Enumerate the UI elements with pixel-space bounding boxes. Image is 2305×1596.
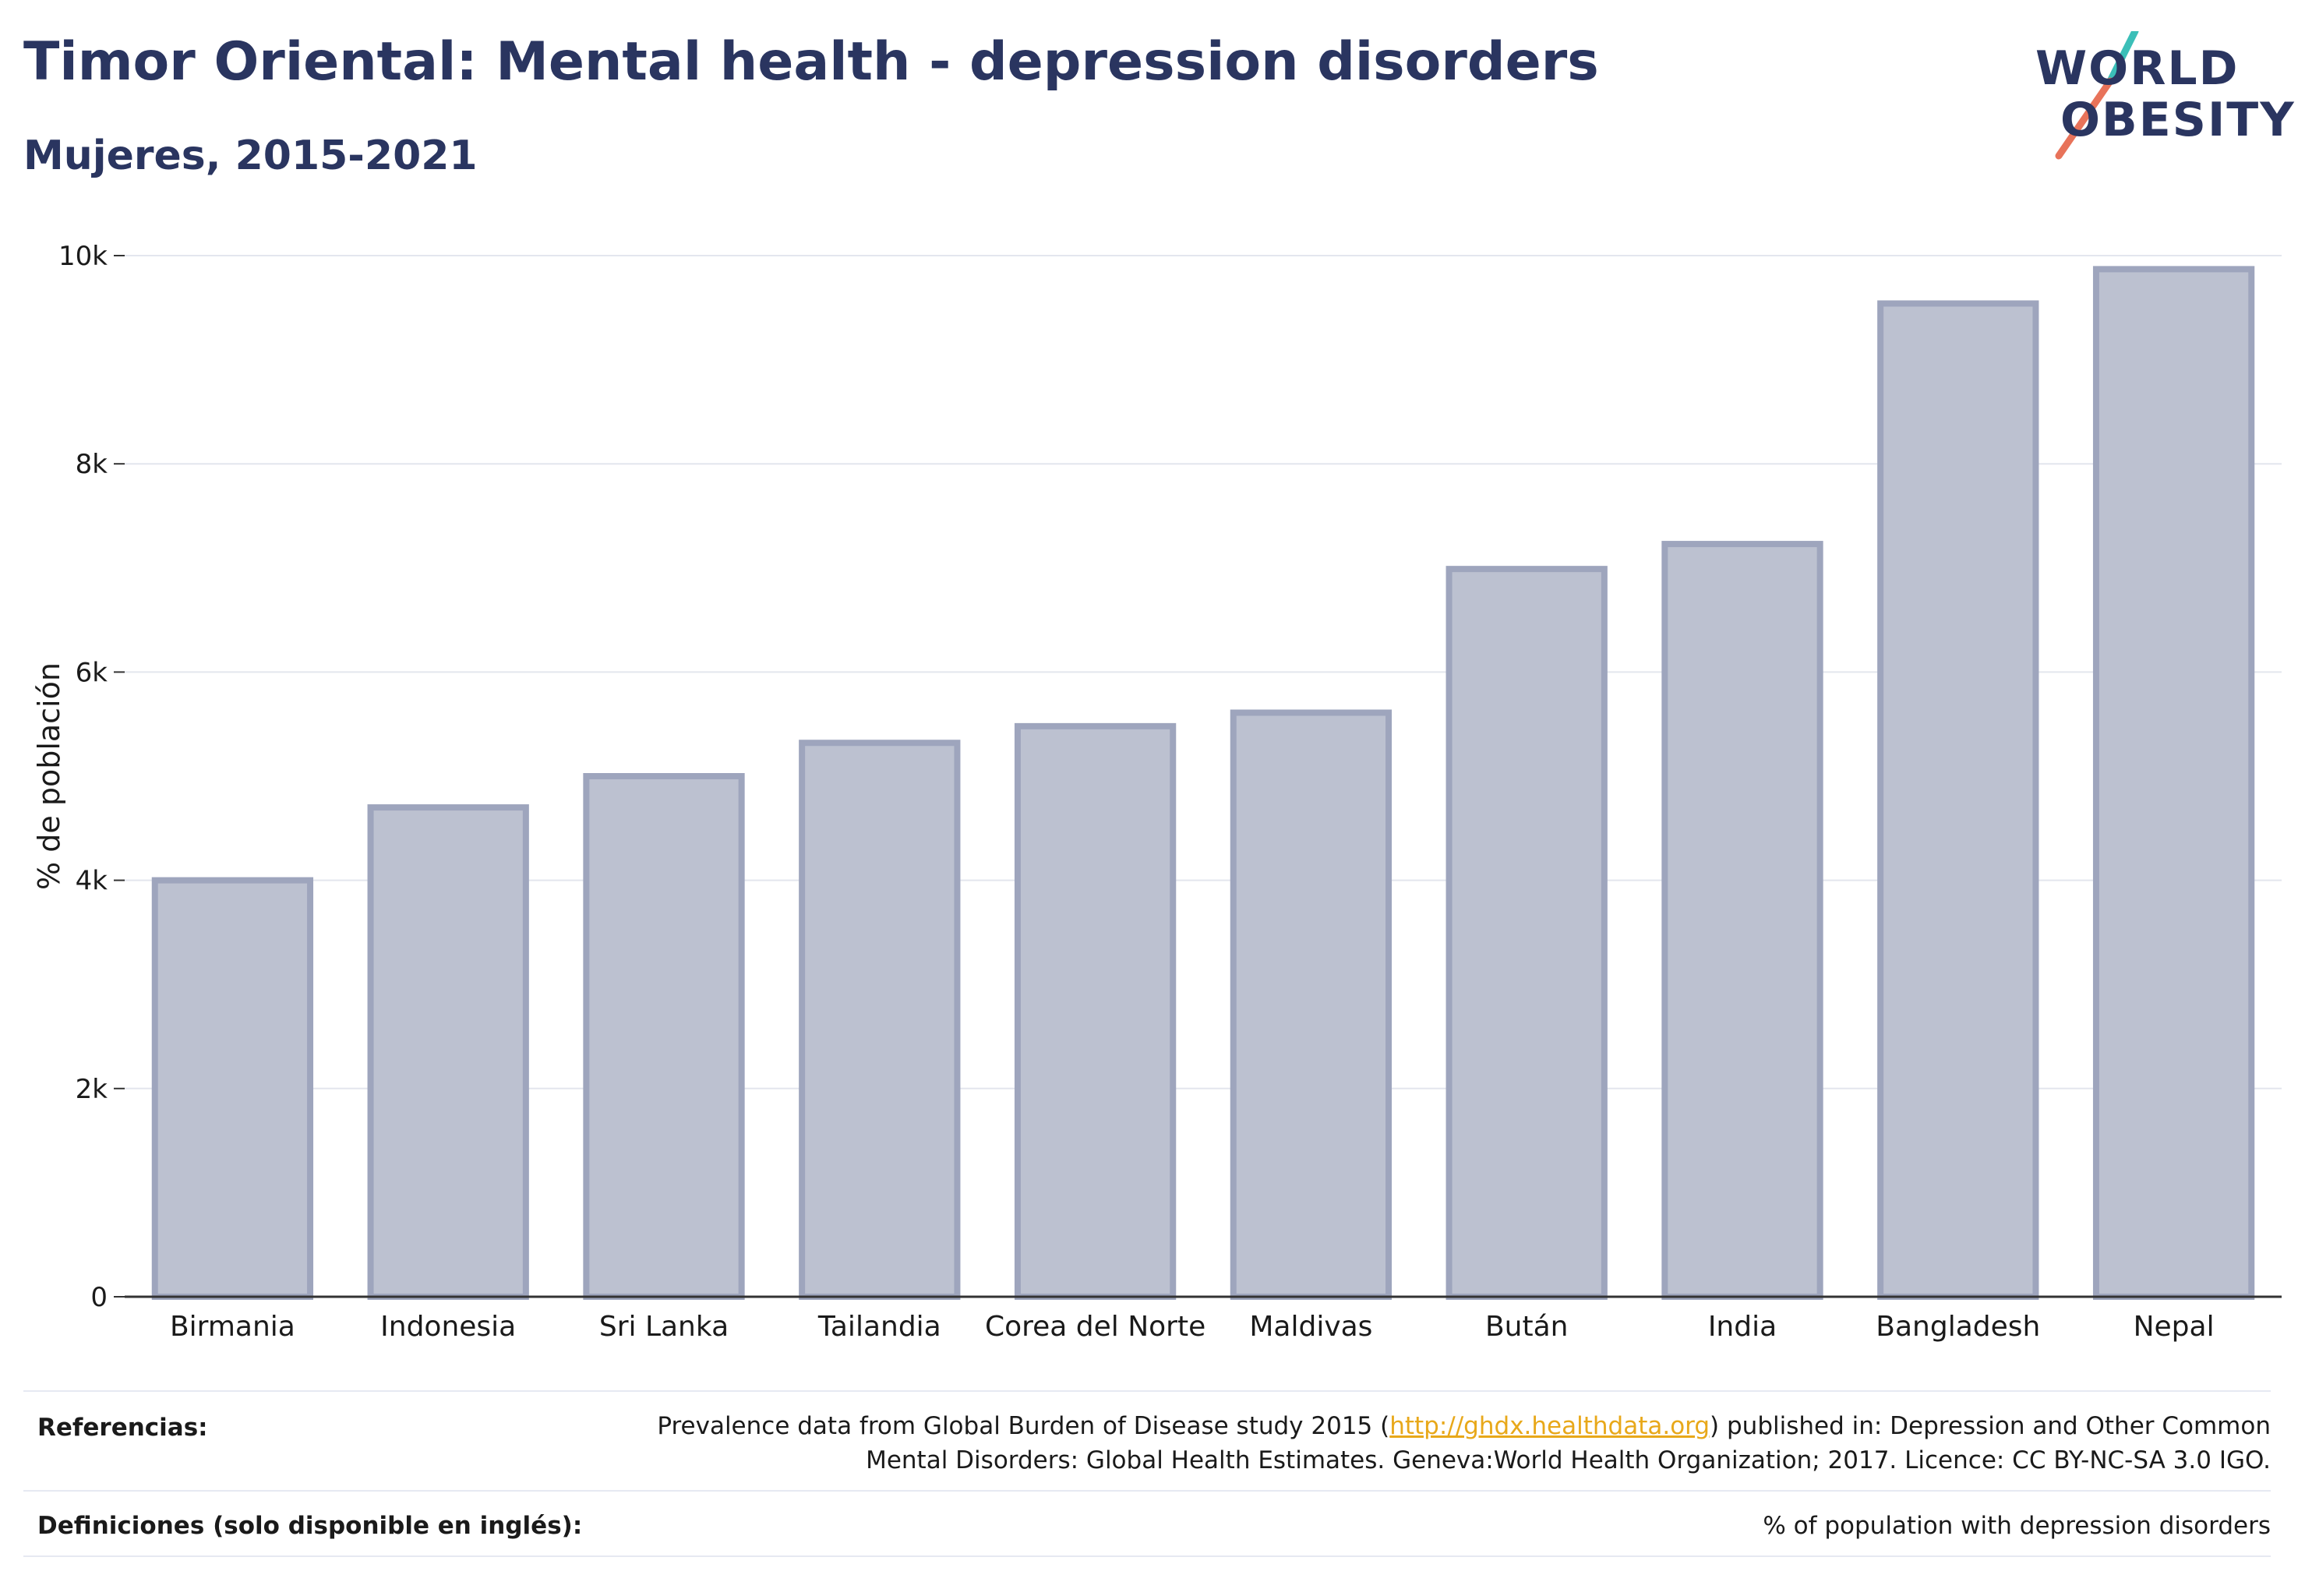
- x-tick-label: Tailandia: [817, 1311, 941, 1343]
- chart-title: Timor Oriental: Mental health - depressi…: [23, 31, 1599, 93]
- references-label: Referencias:: [37, 1414, 208, 1442]
- y-tick-label: 6k: [76, 657, 108, 688]
- references-line-2: Mental Disorders: Global Health Estimate…: [866, 1446, 2271, 1474]
- bar: [2092, 266, 2255, 1300]
- y-tick-label: 8k: [76, 449, 108, 480]
- bar: [1661, 541, 1823, 1300]
- x-tick-label: India: [1708, 1311, 1777, 1343]
- x-tick-label: Bután: [1485, 1311, 1569, 1343]
- x-tick-label: Sri Lanka: [599, 1311, 729, 1343]
- x-tick-label: Nepal: [2134, 1311, 2215, 1343]
- references-text: Prevalence data from Global Burden of Di…: [657, 1409, 2271, 1478]
- references-text-before: Prevalence data from Global Burden of Di…: [657, 1412, 1390, 1440]
- footer-divider-bottom: [23, 1555, 2271, 1557]
- x-tick-label: Maldivas: [1249, 1311, 1372, 1343]
- logo-word-obesity: OBESITY: [2060, 93, 2296, 147]
- bar: [1877, 300, 2039, 1300]
- y-tick-label: 10k: [58, 241, 108, 272]
- bar: [1230, 709, 1393, 1300]
- bar-chart: 0 2k 4k 6k 8k 10k % de población Birmania Indone…: [32, 241, 2282, 1343]
- x-tick-label: Birmania: [170, 1311, 295, 1343]
- y-tick-label: 2k: [76, 1074, 108, 1105]
- references-text-after: ) published in: Depression and Other Com…: [1710, 1412, 2271, 1440]
- chart-subtitle: Mujeres, 2015-2021: [23, 132, 478, 179]
- bar: [367, 804, 529, 1300]
- y-tick-label: 0: [90, 1282, 108, 1313]
- y-tick-label: 4k: [76, 866, 108, 897]
- definitions-text: % of population with depression disorder…: [1763, 1512, 2271, 1540]
- x-tick-label: Corea del Norte: [985, 1311, 1205, 1343]
- logo-word-world: WORLD: [2035, 41, 2240, 96]
- bar: [1014, 722, 1177, 1300]
- x-tick-label: Indonesia: [380, 1311, 516, 1343]
- references-link[interactable]: http://ghdx.healthdata.org: [1389, 1412, 1710, 1440]
- world-obesity-logo: WORLD OBESITY: [2026, 31, 2294, 164]
- footer-divider-top: [23, 1390, 2271, 1392]
- x-tick-label: Bangladesh: [1876, 1311, 2040, 1343]
- bar: [1445, 566, 1608, 1300]
- y-axis-title: % de población: [32, 662, 66, 890]
- bar: [151, 877, 314, 1300]
- logo-slash-icon: [2055, 31, 2139, 160]
- footer-divider-middle: [23, 1490, 2271, 1492]
- bar: [799, 740, 961, 1300]
- bar: [583, 773, 745, 1300]
- definitions-label: Definiciones (solo disponible en inglés)…: [37, 1512, 583, 1540]
